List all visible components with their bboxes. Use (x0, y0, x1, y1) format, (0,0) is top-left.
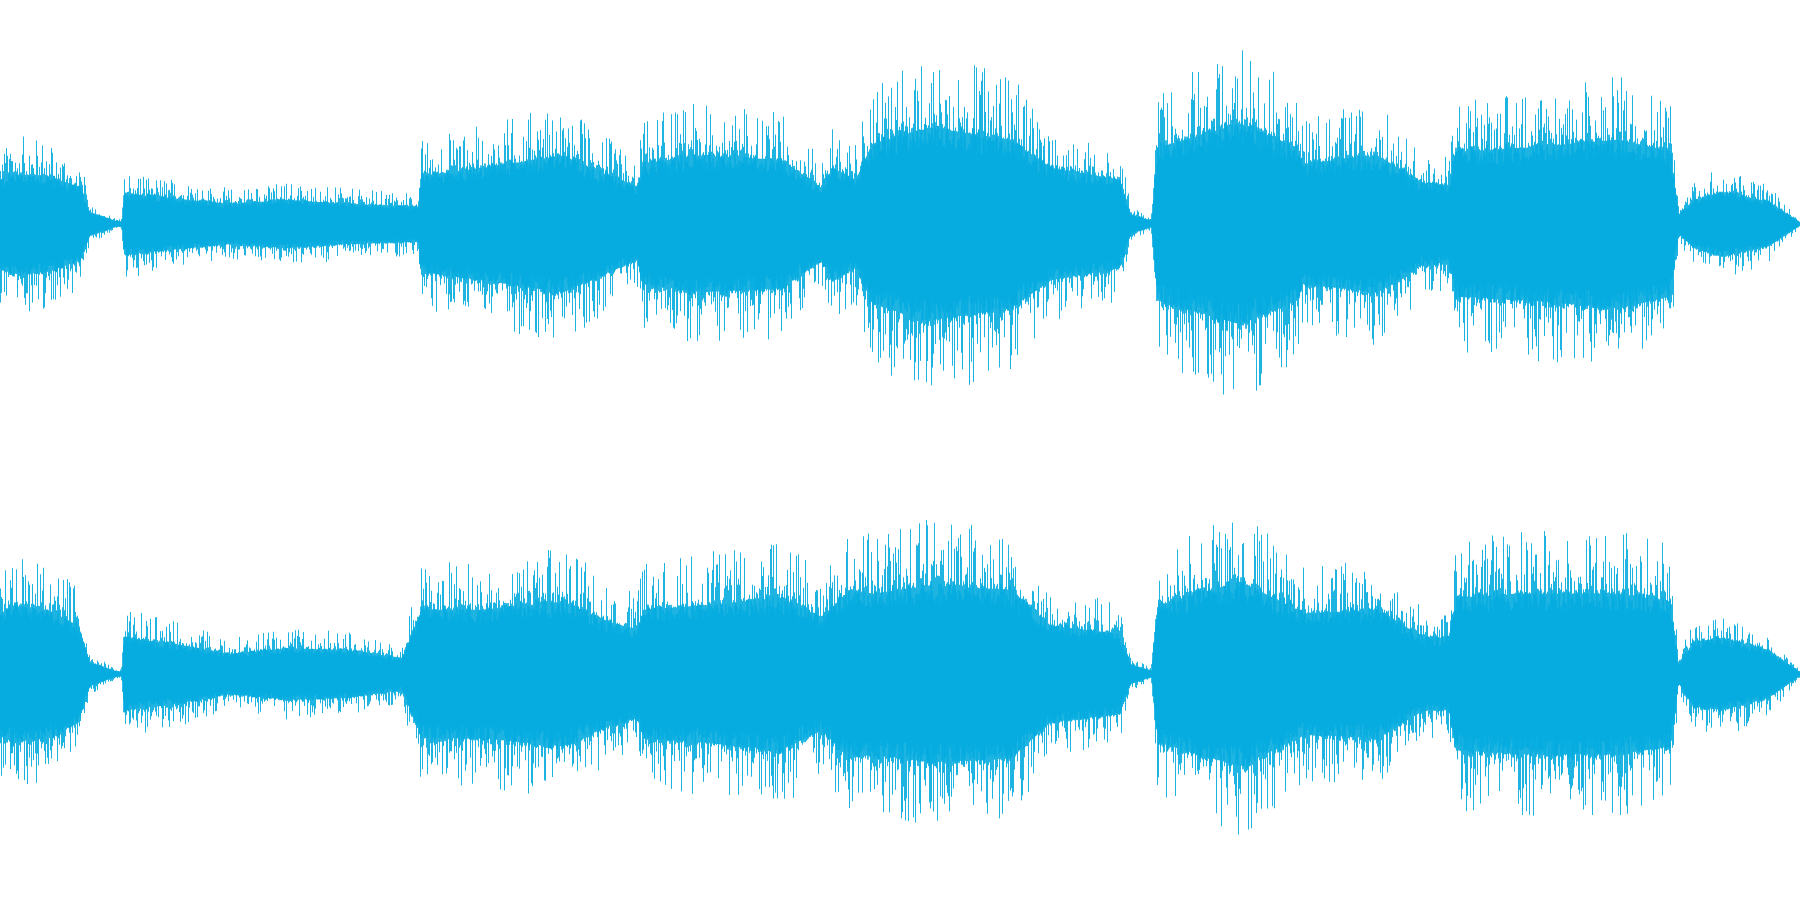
waveform-body (0, 120, 1800, 330)
channel-right (0, 519, 1800, 835)
channel-left (0, 50, 1800, 395)
waveform-body (0, 575, 1800, 770)
